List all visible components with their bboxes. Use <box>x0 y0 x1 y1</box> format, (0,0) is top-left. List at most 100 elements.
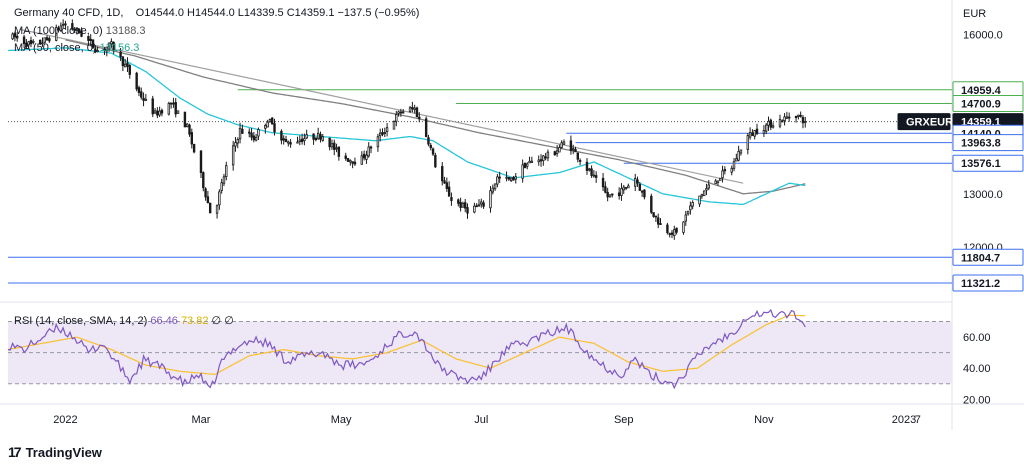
candle-body <box>764 124 768 132</box>
trendline <box>19 28 744 184</box>
candle-body <box>280 130 283 141</box>
price-label-text: 14700.9 <box>961 99 1001 111</box>
ma50-legend[interactable]: MA (50, close, 0) 13156.3 <box>14 42 139 54</box>
ma100-value: 13188.3 <box>105 25 146 37</box>
candle-body <box>360 155 364 165</box>
candle-body <box>682 221 685 233</box>
price-label-box <box>952 248 1024 266</box>
rsi-value: 66.46 <box>150 315 178 327</box>
price-label-text: 14959.4 <box>961 85 1002 97</box>
candle-body <box>652 212 655 217</box>
candle-body <box>475 205 478 208</box>
candle-body <box>296 141 299 144</box>
candle-body <box>271 117 274 125</box>
candle-body <box>459 202 462 208</box>
rsi-line <box>7 308 806 390</box>
candle-body <box>590 168 593 176</box>
candle-body <box>431 148 435 155</box>
candle-body <box>441 166 444 182</box>
candle-body <box>71 23 74 30</box>
candle-body <box>670 232 674 235</box>
candle-body <box>385 127 389 133</box>
candle-body <box>739 149 743 154</box>
candle-body <box>574 149 577 153</box>
candle-body <box>673 229 676 237</box>
candle-body <box>349 160 352 163</box>
rsi-legend[interactable]: RSI (14, close, SMA, 14, 2) 66.46 73.82 … <box>14 314 234 327</box>
candle-body <box>55 27 58 41</box>
candle-body <box>429 144 432 149</box>
candle-body <box>59 25 63 32</box>
candle-body <box>369 146 373 149</box>
candle-body <box>158 110 161 116</box>
candle-body <box>29 39 33 45</box>
candle-body <box>509 177 513 182</box>
candle-body <box>61 23 65 26</box>
candle-body <box>80 30 83 37</box>
candle-body <box>121 56 125 67</box>
candle-body <box>215 205 219 214</box>
candle-body <box>684 214 687 222</box>
candle-body <box>303 138 306 142</box>
candle-body <box>542 155 545 161</box>
candle-body <box>305 134 308 139</box>
candle-body <box>300 138 304 143</box>
candle-body <box>41 42 44 45</box>
tradingview-logo[interactable]: 17 TradingView <box>8 444 102 460</box>
candle-body <box>691 202 694 207</box>
candle-body <box>183 111 187 128</box>
candle-body <box>464 202 467 209</box>
candle-body <box>153 110 157 114</box>
candle-body <box>186 123 189 128</box>
candle-body <box>769 119 772 128</box>
candle-body <box>362 153 366 159</box>
candle-body <box>546 151 550 159</box>
candle-body <box>110 41 113 45</box>
time-tick-label: Jul <box>474 414 488 426</box>
candle-body <box>397 111 400 114</box>
candle-body <box>254 136 258 141</box>
candle-body <box>755 128 759 135</box>
candle-body <box>204 188 207 198</box>
symbol-title[interactable]: Germany 40 CFD, 1D, <box>14 7 124 19</box>
candle-body <box>716 180 720 183</box>
candle-body <box>751 132 754 136</box>
candle-body <box>719 177 722 181</box>
candle-body <box>192 143 196 153</box>
price-label-box <box>952 95 1024 113</box>
time-tick-label: 7 <box>915 414 921 426</box>
candle-body <box>367 146 370 157</box>
candle-body <box>521 164 524 179</box>
candle-body <box>640 190 644 193</box>
ma100-label: MA (100, close, 0) <box>14 25 103 37</box>
candle-body <box>778 119 782 127</box>
candle-body <box>381 132 384 135</box>
candle-body <box>689 205 692 211</box>
candle-body <box>156 110 159 116</box>
candle-body <box>365 154 368 160</box>
candle-body <box>160 109 164 114</box>
candle-body <box>103 48 106 51</box>
candle-body <box>507 177 511 180</box>
candle-body <box>333 142 336 150</box>
candle-body <box>289 142 292 145</box>
candle-body <box>611 193 614 196</box>
candle-body <box>87 36 90 41</box>
candle-body <box>496 176 499 185</box>
candle-body <box>526 163 529 167</box>
candle-body <box>140 91 143 98</box>
candle-body <box>202 172 205 189</box>
rsi-label: RSI (14, close, SMA, 14, 2) <box>14 315 148 327</box>
candle-body <box>188 124 191 135</box>
candle-body <box>383 132 387 135</box>
chart-header-line1: Germany 40 CFD, 1D, O14544.0 H14544.0 L1… <box>14 7 419 19</box>
candle-body <box>558 147 561 153</box>
candle-body <box>555 150 559 155</box>
candle-body <box>424 118 428 137</box>
candle-body <box>512 177 515 181</box>
candle-body <box>505 176 508 179</box>
candle-body <box>443 180 446 184</box>
ma100-legend[interactable]: MA (100, close, 0) 13188.3 <box>14 25 145 37</box>
candle-body <box>530 160 534 163</box>
